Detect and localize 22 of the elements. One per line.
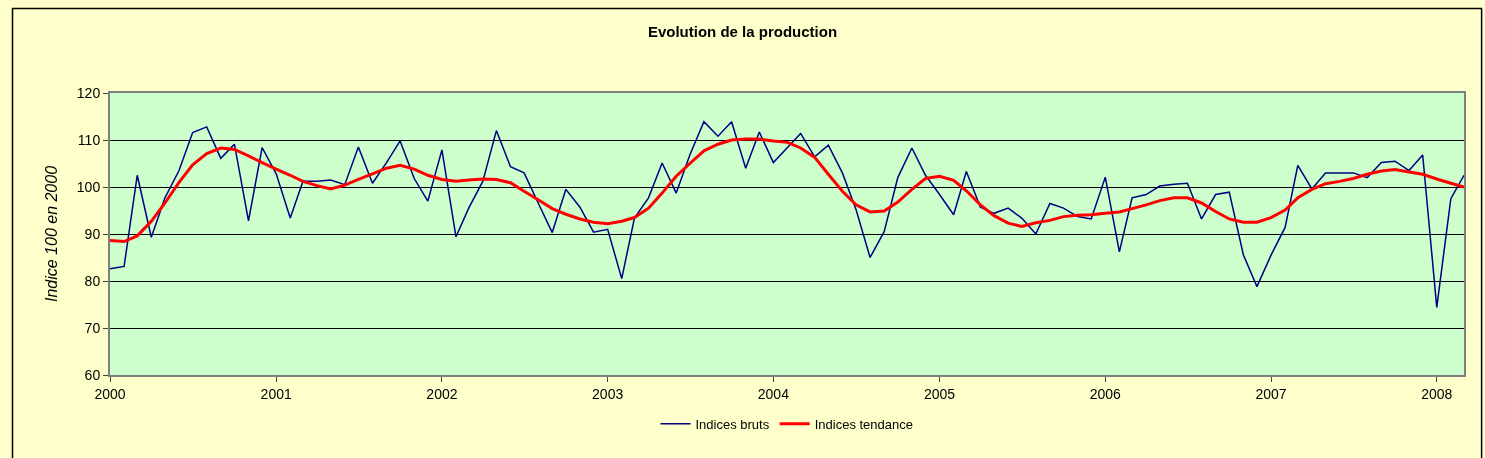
x-tick-label: 2001 (260, 385, 292, 402)
line-series (110, 120, 1464, 309)
legend-label: Indices bruts (695, 416, 770, 432)
x-tick-label: 2004 (757, 385, 790, 402)
legend-label: Indices tendance (814, 416, 913, 432)
x-tick-label: 2005 (923, 385, 956, 402)
chart-title: Evolution de la production (647, 23, 838, 41)
y-axis-title: Indice 100 en 2000 (43, 165, 61, 303)
x-tick-label: 2007 (1255, 385, 1287, 402)
x-tick-label: 2002 (426, 385, 458, 402)
x-tick-label: 2006 (1089, 385, 1122, 402)
x-tick-label: 2003 (592, 385, 624, 402)
y-tick-label: 100 (76, 178, 101, 195)
y-tick-label: 110 (77, 131, 101, 148)
y-tick-label: 60 (84, 366, 101, 383)
x-tick-label: 2008 (1421, 385, 1453, 402)
y-tick-label: 70 (84, 319, 101, 336)
line-series (110, 137, 1464, 244)
y-tick-label: 90 (84, 225, 101, 242)
y-tick-label: 120 (76, 84, 101, 101)
y-tick-label: 80 (84, 272, 101, 289)
x-tick-label: 2000 (94, 385, 126, 402)
